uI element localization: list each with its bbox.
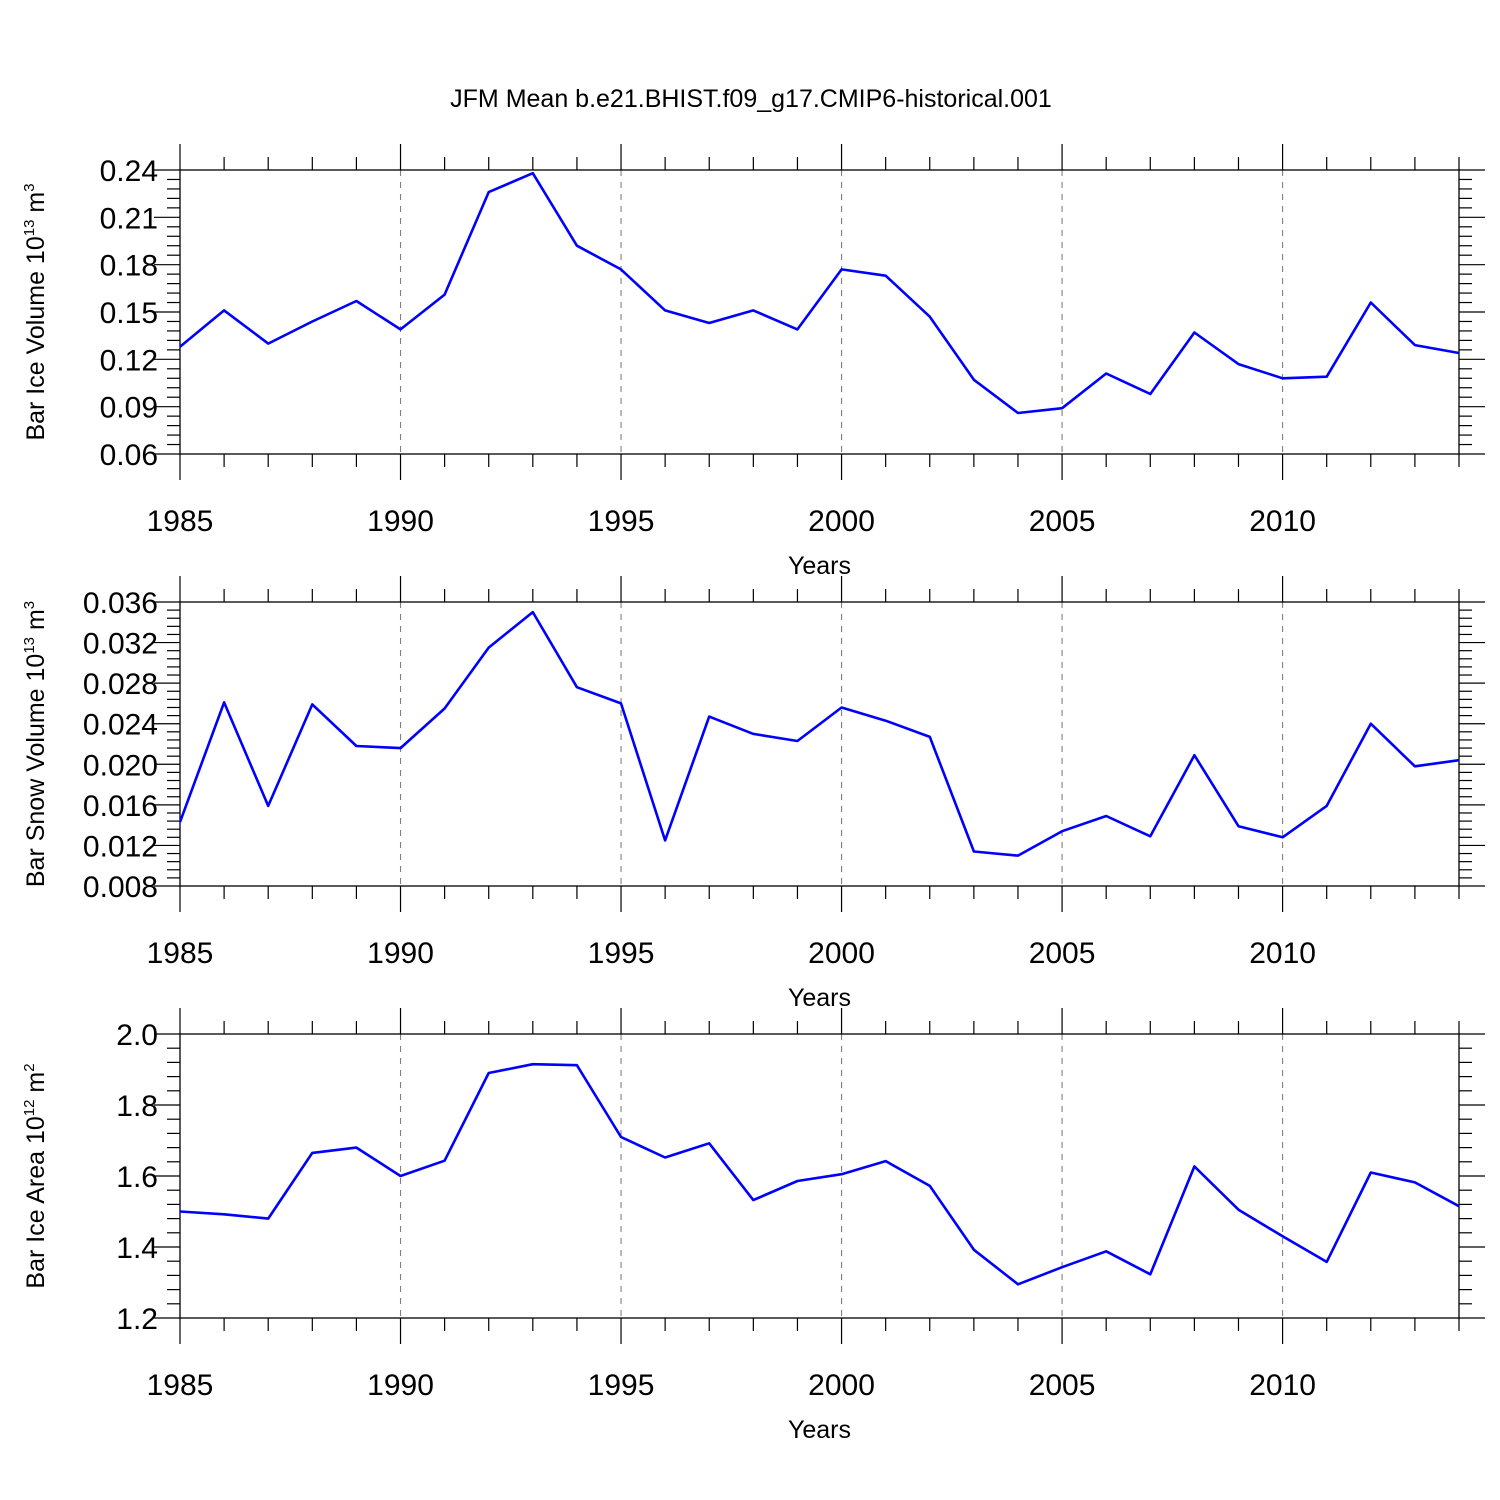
y-axis-title: Bar Ice Volume 1013 m3 [21,183,50,440]
y-tick-label: 1.4 [116,1232,158,1265]
x-axis-title: Years [788,552,851,580]
y-axis-title-unit: m [22,192,50,220]
x-axis-title: Years [788,984,851,1012]
figure-title: JFM Mean b.e21.BHIST.f09_g17.CMIP6-histo… [450,85,1052,113]
y-axis-title-exponent: 13 [21,637,38,654]
panel-3: 1.2 1.4 1.6 1.8 2.0 1985 1990 1995 2000 2005 2010 Y… [21,1008,1485,1444]
y-axis-title-unit-exponent: 3 [21,183,38,191]
y-tick-label: 0.024 [83,709,158,742]
x-tick-label: 2005 [1029,505,1096,538]
y-tick-label: 0.028 [83,668,158,701]
y-axis-title-unit-exponent: 2 [21,1063,38,1071]
y-axis-title-unit: m [22,1072,50,1100]
x-tick-label: 1995 [588,505,655,538]
y-tick-label: 0.008 [83,871,158,904]
x-tick-label: 1985 [147,937,214,970]
y-tick-label: 0.032 [83,628,158,661]
x-tick-label: 2000 [808,1369,875,1402]
y-axis-title-exponent: 13 [21,220,38,237]
y-tick-label: 0.036 [83,587,158,620]
y-axis-title-unit-exponent: 3 [21,601,38,609]
y-axis-title: Bar Ice Area 1012 m2 [21,1063,50,1288]
y-tick-label: 1.8 [116,1090,158,1123]
y-tick-label: 0.09 [100,392,158,425]
x-tick-label: 1995 [588,1369,655,1402]
y-tick-label: 2.0 [116,1019,158,1052]
y-axis-title: Bar Snow Volume 1013 m3 [21,601,50,887]
y-tick-label: 0.12 [100,344,158,377]
x-tick-label: 2010 [1249,1369,1316,1402]
panels: 0.06 0.09 0.12 0.15 0.18 0.21 0.24 1985 1990 1995… [21,144,1485,1444]
x-tick-label: 2005 [1029,937,1096,970]
x-tick-label: 2005 [1029,1369,1096,1402]
series-line [179,171,1460,415]
y-axis-title-text: Bar Ice Volume 10 [22,236,50,440]
x-tick-label: 2000 [808,937,875,970]
y-axis-title-text: Bar Snow Volume 10 [22,654,50,887]
plot-frame [179,601,1460,887]
plot-frame [179,1033,1460,1319]
x-tick-label: 1985 [147,505,214,538]
x-tick-label: 1990 [367,1369,434,1402]
x-tick-label: 2010 [1249,937,1316,970]
x-tick-label: 1985 [147,1369,214,1402]
y-tick-label: 0.016 [83,790,158,823]
y-tick-label: 0.18 [100,250,158,283]
y-tick-label: 0.15 [100,297,158,330]
y-axis-title-exponent: 12 [21,1100,38,1117]
x-tick-label: 2000 [808,505,875,538]
y-tick-label: 1.2 [116,1303,158,1336]
x-tick-label: 1995 [588,937,655,970]
x-tick-label: 2010 [1249,505,1316,538]
y-axis-title-text: Bar Ice Area 10 [22,1116,50,1288]
x-tick-label: 1990 [367,505,434,538]
y-axis-title-unit: m [22,609,50,637]
series-line [178,610,1460,857]
y-tick-label: 0.06 [100,439,158,472]
y-tick-label: 1.6 [116,1161,158,1194]
y-tick-label: 0.020 [83,749,158,782]
panel-1: 0.06 0.09 0.12 0.15 0.18 0.21 0.24 1985 1990 1995… [21,144,1485,580]
y-tick-label: 0.24 [100,155,158,188]
x-axis-title: Years [788,1416,851,1444]
x-tick-label: 1990 [367,937,434,970]
y-tick-label: 0.012 [83,830,158,863]
series-line [179,1062,1460,1286]
panel-2: 0.008 0.012 0.016 0.020 0.024 0.028 0.032 0.036… [21,576,1485,1012]
y-tick-label: 0.21 [100,202,158,235]
